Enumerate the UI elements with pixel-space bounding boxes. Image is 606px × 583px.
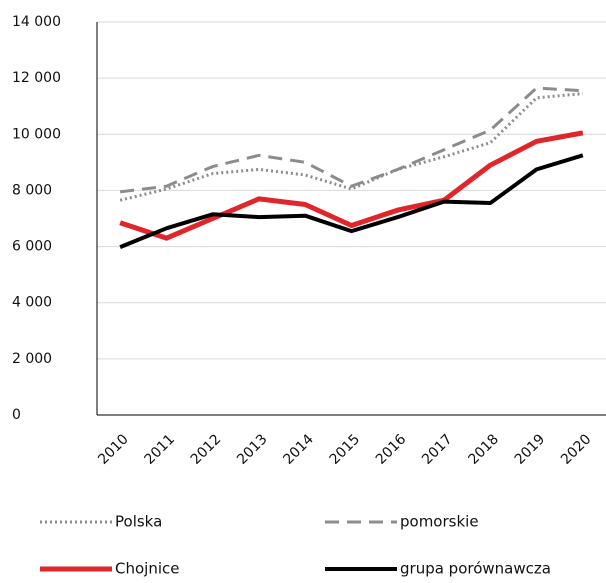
- x-tick-label: 2020: [558, 431, 595, 468]
- line-series: [119, 153, 584, 249]
- legend-label: Chojnice: [115, 560, 179, 578]
- x-tick-label: 2015: [327, 431, 364, 468]
- x-tick-label: 2016: [373, 431, 410, 468]
- line-series: [119, 86, 583, 194]
- y-tick-label: 4 000: [12, 295, 52, 311]
- line-series: [119, 92, 583, 202]
- y-tick-label: 10 000: [12, 126, 61, 142]
- x-tick-label: 2018: [465, 431, 502, 468]
- y-tick-label: 0: [12, 407, 21, 423]
- line-series: [119, 130, 584, 241]
- y-tick-label: 14 000: [12, 14, 61, 30]
- y-tick-label: 12 000: [12, 70, 61, 86]
- x-tick-label: 2014: [280, 431, 317, 468]
- x-tick-label: 2013: [234, 431, 271, 468]
- y-tick-label: 2 000: [12, 351, 52, 367]
- legend-label: pomorskie: [400, 513, 479, 531]
- y-tick-label: 6 000: [12, 239, 52, 255]
- x-tick-label: 2019: [512, 431, 549, 468]
- x-tick-label: 2012: [188, 431, 225, 468]
- x-tick-label: 2011: [142, 431, 179, 468]
- x-tick-label: 2017: [419, 431, 456, 468]
- y-tick-label: 8 000: [12, 182, 52, 198]
- legend-label: Polska: [115, 513, 162, 531]
- x-tick-label: 2010: [95, 431, 132, 468]
- legend-label: grupa porównawcza: [400, 560, 551, 578]
